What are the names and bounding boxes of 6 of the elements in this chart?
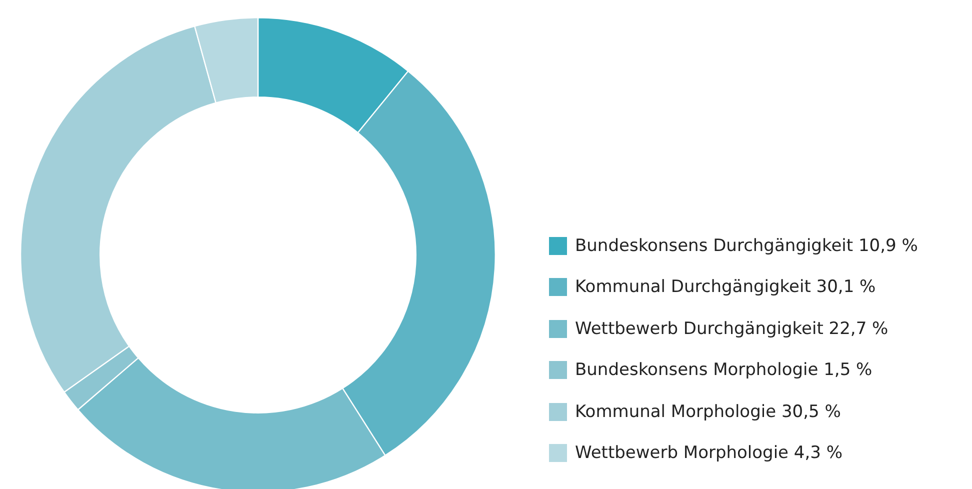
legend-label: Wettbewerb Morphologie 4,3 % xyxy=(575,443,843,464)
legend-label: Wettbewerb Durchgängigkeit 22,7 % xyxy=(575,318,888,339)
legend-label: Kommunal Morphologie 30,5 % xyxy=(575,402,841,422)
legend-label: Bundeskonsens Durchgängigkeit 10,9 % xyxy=(575,236,918,256)
legend-label: Bundeskonsens Morphologie 1,5 % xyxy=(575,360,872,380)
legend-label: Kommunal Durchgängigkeit 30,1 % xyxy=(575,277,876,298)
